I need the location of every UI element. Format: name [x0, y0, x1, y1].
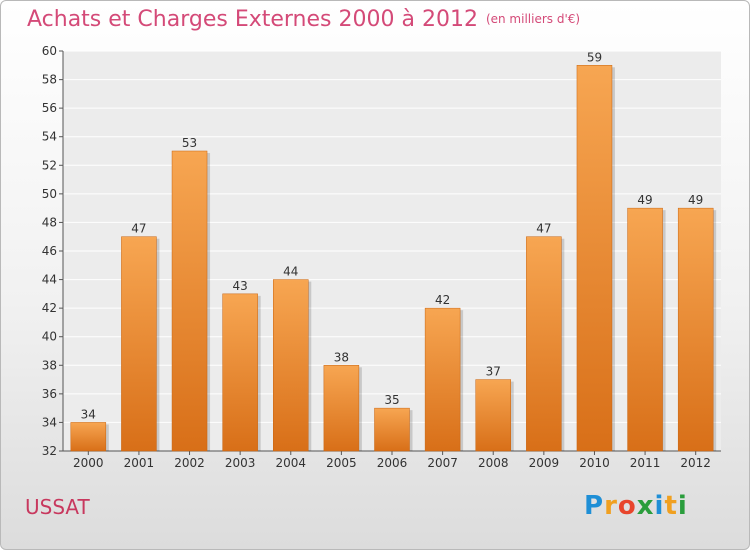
logo-letter: i [654, 491, 665, 521]
data-label: 59 [587, 50, 602, 64]
commune-name: USSAT [25, 495, 90, 519]
logo-letter: i [677, 491, 688, 521]
data-label: 42 [435, 293, 450, 307]
data-label: 49 [688, 193, 703, 207]
y-tick-label: 60 [42, 44, 57, 58]
logo-letter: t [664, 491, 678, 521]
data-label: 53 [182, 136, 197, 150]
data-label: 38 [334, 350, 349, 364]
y-tick-label: 42 [42, 301, 57, 315]
data-label: 43 [233, 279, 248, 293]
y-tick-label: 44 [42, 273, 57, 287]
bar-2001 [121, 236, 157, 452]
bar-2010 [576, 65, 613, 452]
bar-2007 [424, 307, 461, 452]
chart-subtitle: (en milliers d'€) [485, 12, 581, 26]
bar-2002 [171, 150, 208, 452]
bar-2012 [677, 207, 714, 452]
y-tick-label: 32 [42, 444, 57, 458]
data-label: 47 [536, 222, 551, 236]
bar-2003 [222, 293, 258, 452]
data-label: 47 [131, 222, 146, 236]
bar-2008 [475, 379, 511, 452]
y-tick-label: 36 [42, 387, 57, 401]
bar-2006 [374, 407, 410, 452]
x-tick-label: 2006 [377, 456, 408, 470]
x-tick-label: 2012 [680, 456, 711, 470]
y-tick-label: 56 [42, 101, 57, 115]
y-tick-label: 52 [42, 158, 57, 172]
y-tick-label: 58 [42, 73, 57, 87]
y-tick-label: 40 [42, 330, 57, 344]
y-tick-label: 34 [42, 415, 57, 429]
x-tick-label: 2008 [478, 456, 509, 470]
logo-letter: x [636, 491, 655, 521]
bar-2005 [323, 365, 360, 452]
bar-2009 [526, 236, 562, 452]
x-tick-label: 2007 [427, 456, 458, 470]
y-tick-label: 46 [42, 244, 57, 258]
x-tick-label: 2004 [275, 456, 306, 470]
y-tick-label: 48 [42, 215, 57, 229]
chart-title: Achats et Charges Externes 2000 à 2012 (e… [27, 7, 580, 32]
logo-letter: o [617, 491, 637, 521]
x-tick-label: 2000 [73, 456, 104, 470]
data-label: 35 [384, 393, 399, 407]
chart-title-text: Achats et Charges Externes 2000 à 2012 [27, 7, 478, 32]
data-label: 37 [486, 365, 501, 379]
y-tick-label: 50 [42, 187, 57, 201]
x-tick-label: 2002 [174, 456, 205, 470]
y-tick-label: 54 [42, 130, 57, 144]
bar-2000 [70, 422, 107, 452]
x-tick-label: 2010 [579, 456, 610, 470]
x-tick-label: 2005 [326, 456, 357, 470]
x-tick-label: 2009 [529, 456, 560, 470]
y-tick-label: 38 [42, 358, 57, 372]
x-tick-label: 2003 [225, 456, 256, 470]
bar-2004 [273, 279, 309, 452]
bar-2011 [627, 207, 663, 452]
x-tick-label: 2001 [124, 456, 155, 470]
data-label: 49 [637, 193, 652, 207]
logo-letter: P [584, 491, 605, 521]
logo-letter: r [604, 491, 618, 521]
data-label: 44 [283, 265, 298, 279]
data-label: 34 [81, 407, 96, 421]
proxiti-logo: Proxiti [584, 491, 688, 521]
x-tick-label: 2011 [630, 456, 661, 470]
